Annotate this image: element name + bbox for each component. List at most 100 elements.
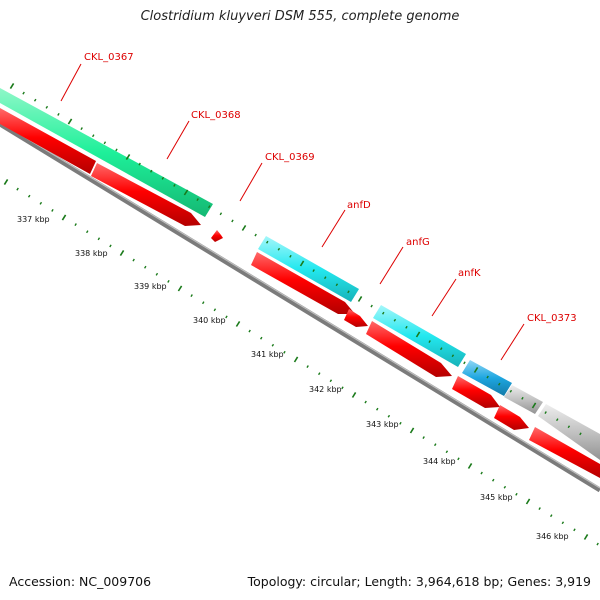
lower-minor-tick <box>457 457 460 461</box>
lower-major-tick <box>119 249 125 257</box>
upper-minor-tick <box>521 396 524 400</box>
upper-major-tick <box>473 366 479 373</box>
cds-red-9[interactable] <box>529 427 600 478</box>
lower-minor-tick <box>399 421 402 425</box>
gene-label-anfg[interactable]: anfG <box>406 237 430 248</box>
upper-minor-tick <box>335 283 339 287</box>
upper-major-tick <box>183 189 189 196</box>
upper-minor-tick <box>161 176 165 180</box>
lower-minor-tick <box>51 208 54 212</box>
upper-minor-tick <box>80 127 83 131</box>
tick-label-341: 341 kbp <box>251 350 284 359</box>
upper-minor-tick <box>486 375 489 379</box>
upper-minor-tick <box>289 254 292 258</box>
lower-major-tick <box>351 391 357 398</box>
map-title: Clostridium kluyveri DSM 555, complete g… <box>140 9 460 24</box>
lower-minor-tick <box>155 272 159 276</box>
upper-minor-tick <box>347 290 350 294</box>
forward-cds-track <box>0 88 600 460</box>
gene-label-ckl0368[interactable]: CKL_0368 <box>191 110 241 121</box>
tick-label-340: 340 kbp <box>193 316 226 325</box>
lower-minor-tick <box>167 279 170 283</box>
lower-minor-tick <box>434 443 437 447</box>
lower-minor-tick <box>515 492 518 496</box>
lower-major-tick <box>525 498 531 505</box>
lower-minor-tick <box>260 336 263 340</box>
lower-major-tick <box>177 285 183 292</box>
lower-minor-tick <box>16 187 19 191</box>
cds-red-1[interactable] <box>0 108 96 174</box>
gene-label-ckl0369[interactable]: CKL_0369 <box>265 152 315 163</box>
upper-minor-tick <box>149 169 153 173</box>
tick-label-337: 337 kbp <box>17 215 50 224</box>
cds-red-4[interactable] <box>251 252 355 314</box>
tick-label-338: 338 kbp <box>75 249 108 258</box>
upper-major-tick <box>9 82 15 90</box>
cds-ckl0373[interactable] <box>504 385 543 414</box>
tick-label-345: 345 kbp <box>480 493 513 502</box>
genome-stats-text: Topology: circular; Length: 3,964,618 bp… <box>247 574 591 589</box>
lower-minor-tick <box>283 350 286 354</box>
upper-major-tick <box>357 295 363 302</box>
lower-minor-tick <box>503 485 507 489</box>
cds-red-3[interactable] <box>211 230 223 242</box>
upper-minor-tick <box>463 361 466 365</box>
upper-minor-tick <box>370 304 373 308</box>
upper-minor-tick <box>544 411 547 414</box>
upper-minor-tick <box>405 325 408 329</box>
lower-minor-tick <box>213 308 217 312</box>
lower-major-tick <box>235 320 241 327</box>
gene-label-anfk[interactable]: anfK <box>458 268 481 279</box>
upper-major-tick <box>299 260 305 267</box>
upper-minor-tick <box>207 205 211 209</box>
lower-minor-tick <box>538 507 541 510</box>
upper-minor-tick <box>173 183 176 187</box>
lower-minor-tick <box>387 414 391 418</box>
leader-anfg <box>379 246 404 285</box>
cds-anfd[interactable] <box>258 236 359 302</box>
upper-minor-tick <box>324 276 327 280</box>
lower-minor-tick <box>573 528 576 532</box>
upper-minor-tick <box>509 389 513 393</box>
lower-minor-tick <box>422 436 425 439</box>
upper-minor-tick <box>33 98 37 102</box>
upper-minor-tick <box>22 91 25 95</box>
upper-minor-tick <box>266 240 269 244</box>
tick-label-343: 343 kbp <box>366 420 399 429</box>
lower-minor-tick <box>27 194 31 198</box>
cds-red-5[interactable] <box>344 309 368 327</box>
lower-major-tick <box>3 178 9 186</box>
leader-ckl0367 <box>60 63 82 102</box>
label-leaders <box>60 63 525 361</box>
gene-label-ckl0373[interactable]: CKL_0373 <box>527 313 577 324</box>
upper-minor-tick <box>196 198 199 202</box>
cds-gray-2[interactable] <box>538 404 600 460</box>
accession-text: Accession: NC_009706 <box>9 574 152 589</box>
lower-minor-tick <box>306 365 309 368</box>
gene-label-ckl0367[interactable]: CKL_0367 <box>84 52 134 63</box>
upper-major-tick <box>125 153 131 161</box>
gene-label-anfd[interactable]: anfD <box>347 200 371 211</box>
lower-minor-tick <box>596 542 599 546</box>
upper-minor-tick <box>498 382 501 386</box>
upper-minor-tick <box>428 340 431 343</box>
tick-label-342: 342 kbp <box>309 385 342 394</box>
cds-red-6[interactable] <box>366 321 452 377</box>
cds-red-8[interactable] <box>494 405 529 430</box>
cds-red-2[interactable] <box>91 163 201 226</box>
upper-minor-tick <box>45 105 49 109</box>
tick-label-339: 339 kbp <box>134 282 167 291</box>
upper-minor-tick <box>393 318 397 322</box>
upper-minor-tick <box>103 141 107 145</box>
lower-minor-tick <box>445 450 449 454</box>
lower-minor-tick <box>74 223 77 227</box>
lower-minor-tick <box>364 400 367 404</box>
cds-red-7[interactable] <box>452 376 500 408</box>
upper-minor-tick <box>451 354 455 358</box>
gene-labels: CKL_0367 CKL_0368 CKL_0369 anfD anfG anf… <box>84 52 577 324</box>
lower-minor-tick <box>97 237 101 241</box>
cds-ckl0367[interactable] <box>0 88 213 217</box>
lower-minor-tick <box>225 315 228 319</box>
cds-anfg[interactable] <box>373 305 466 367</box>
